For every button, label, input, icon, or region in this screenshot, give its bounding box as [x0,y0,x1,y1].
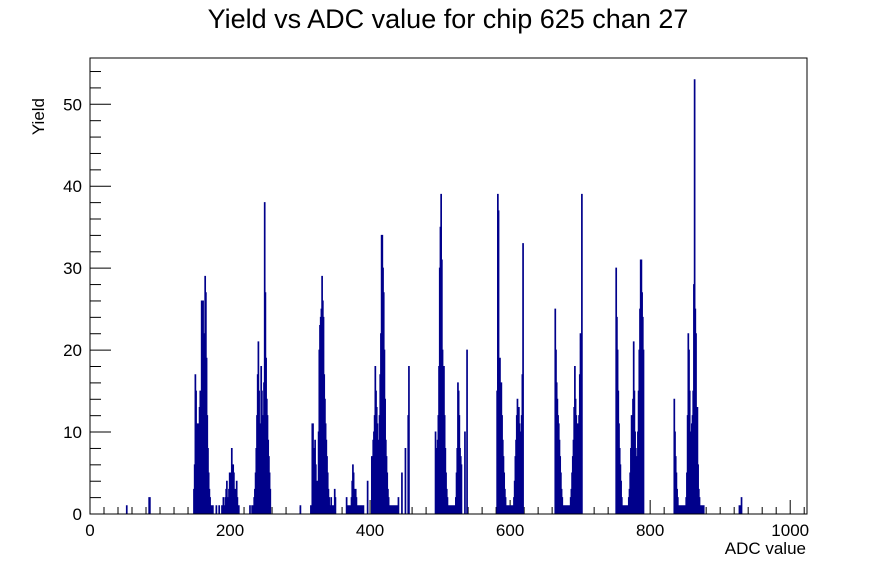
chart-title: Yield vs ADC value for chip 625 chan 27 [208,4,689,34]
histogram-series [125,79,743,514]
x-tick-label: 800 [636,521,664,540]
y-tick-label: 30 [63,259,82,278]
x-tick-label: 200 [216,521,244,540]
plot-frame [89,57,808,515]
x-tick-label: 600 [496,521,524,540]
histogram-outline [125,79,743,514]
y-tick-label: 20 [63,341,82,360]
y-tick-label: 50 [63,95,82,114]
x-tick-label: 1000 [771,521,809,540]
x-tick-label: 0 [85,521,94,540]
y-tick-label: 10 [63,423,82,442]
y-tick-label: 0 [73,505,82,524]
y-axis-label: Yield [29,98,48,135]
x-axis-label: ADC value [725,539,806,558]
y-tick-label: 40 [63,177,82,196]
x-tick-label: 400 [356,521,384,540]
